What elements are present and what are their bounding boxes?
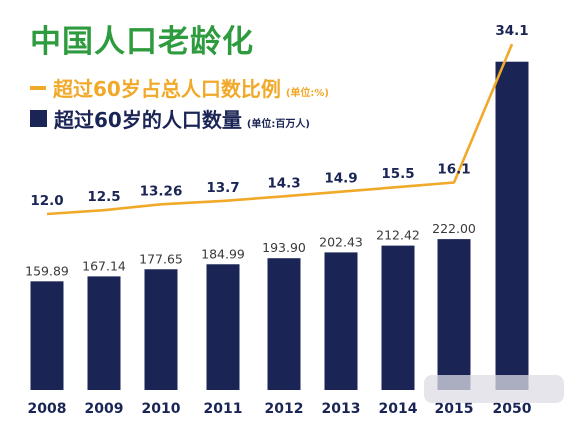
legend-line-swatch bbox=[30, 85, 46, 90]
bar-value-label-2014: 212.42 bbox=[376, 228, 420, 243]
bar-2014 bbox=[381, 245, 415, 390]
ratio-value-label-2010: 13.26 bbox=[140, 183, 183, 199]
x-tick-label-2012: 2012 bbox=[265, 401, 304, 417]
legend-item-ratio: 超过60岁占总人口数比例 (单位:%) bbox=[30, 73, 329, 102]
x-tick-label-2009: 2009 bbox=[85, 401, 124, 417]
legend-bar-swatch bbox=[30, 110, 47, 127]
bar-2013 bbox=[324, 252, 358, 390]
bar-value-label-2015: 222.00 bbox=[432, 221, 476, 236]
x-tick-label-2008: 2008 bbox=[28, 401, 67, 417]
x-tick-label-2013: 2013 bbox=[322, 401, 361, 417]
legend-item-population: 超过60岁的人口数量 (单位:百万人) bbox=[30, 104, 310, 133]
legend-population-label: 超过60岁的人口数量 bbox=[54, 108, 242, 132]
ratio-value-label-2015: 16.1 bbox=[437, 161, 470, 177]
ratio-line bbox=[46, 43, 514, 216]
bar-2050 bbox=[495, 61, 529, 391]
bar-2008 bbox=[30, 281, 64, 390]
ratio-value-label-2014: 15.5 bbox=[381, 166, 414, 182]
bar-2010 bbox=[144, 269, 178, 390]
x-tick-label-2010: 2010 bbox=[142, 401, 181, 417]
x-tick-label-2015: 2015 bbox=[435, 401, 474, 417]
bar-value-label-2010: 177.65 bbox=[139, 251, 183, 266]
bar-value-label-2011: 184.99 bbox=[201, 246, 245, 261]
ratio-value-label-2009: 12.5 bbox=[87, 189, 120, 205]
ratio-value-label-2008: 12.0 bbox=[30, 193, 63, 209]
legend-ratio-label: 超过60岁占总人口数比例 bbox=[53, 77, 281, 101]
legend-population-unit: (单位:百万人) bbox=[246, 119, 310, 130]
ratio-value-label-2050: 34.1 bbox=[495, 23, 528, 39]
x-tick-label-2011: 2011 bbox=[204, 401, 243, 417]
bar-value-label-2012: 193.90 bbox=[262, 240, 306, 255]
ratio-value-label-2013: 14.9 bbox=[324, 171, 357, 187]
bar-2012 bbox=[267, 258, 301, 390]
legend-ratio-unit: (单位:%) bbox=[285, 88, 330, 99]
bar-2011 bbox=[206, 264, 240, 390]
bar-value-label-2009: 167.14 bbox=[82, 258, 126, 273]
ratio-value-label-2011: 13.7 bbox=[206, 180, 239, 196]
bar-value-label-2008: 159.89 bbox=[25, 263, 69, 278]
chart-title: 中国人口老龄化 bbox=[30, 24, 254, 60]
bar-2015 bbox=[437, 239, 471, 390]
x-tick-label-2050: 2050 bbox=[493, 401, 532, 417]
bar-value-label-2013: 202.43 bbox=[319, 234, 363, 249]
bar-2009 bbox=[87, 276, 121, 390]
x-tick-label-2014: 2014 bbox=[379, 401, 418, 417]
ratio-value-label-2012: 14.3 bbox=[267, 175, 300, 191]
watermark-blur bbox=[424, 375, 564, 403]
